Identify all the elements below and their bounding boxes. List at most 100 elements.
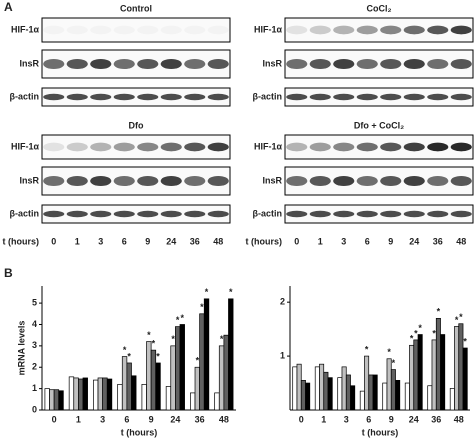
band xyxy=(66,142,88,152)
time-label: t (hours) xyxy=(3,236,40,246)
row-label: HIF-1α xyxy=(254,141,283,151)
bar xyxy=(454,326,460,411)
time-tick: 6 xyxy=(122,236,127,246)
band xyxy=(380,175,402,187)
band xyxy=(90,58,112,70)
x-tick-label: 24 xyxy=(170,414,180,424)
x-tick-label: 6 xyxy=(124,414,129,424)
bar xyxy=(190,392,196,411)
row-label: HIF-1α xyxy=(254,24,283,34)
band xyxy=(114,26,135,35)
band xyxy=(137,142,159,152)
band xyxy=(356,142,378,152)
band xyxy=(67,26,88,35)
bar xyxy=(218,345,225,411)
bar xyxy=(314,366,320,411)
band xyxy=(113,58,135,70)
bar xyxy=(131,375,137,411)
bar xyxy=(296,363,302,411)
significance: * xyxy=(196,356,200,366)
bar xyxy=(141,383,147,411)
band xyxy=(450,25,472,35)
bar xyxy=(337,377,343,411)
bar xyxy=(413,339,419,411)
time-tick: 9 xyxy=(145,236,150,246)
band xyxy=(43,58,65,70)
bar xyxy=(327,377,333,411)
blot-title: Dfo + CoCl₂ xyxy=(354,120,404,130)
bar xyxy=(170,345,176,411)
band xyxy=(450,210,472,218)
blot-title: Control xyxy=(120,3,152,13)
bar xyxy=(368,374,374,411)
band xyxy=(208,26,229,35)
band xyxy=(309,93,331,101)
significance: * xyxy=(123,345,127,355)
time-tick: 3 xyxy=(341,236,346,246)
bar xyxy=(431,339,437,411)
bar xyxy=(97,377,103,411)
band xyxy=(380,25,402,35)
x-tick-label: 3 xyxy=(100,414,105,424)
bar xyxy=(106,378,113,411)
bar xyxy=(44,388,50,411)
band xyxy=(380,93,402,101)
bar xyxy=(175,326,181,411)
band xyxy=(403,142,425,152)
band xyxy=(184,93,206,101)
band xyxy=(184,58,206,70)
significance: * xyxy=(410,334,414,344)
bar xyxy=(386,358,392,411)
x-tick-label: 24 xyxy=(409,414,419,424)
band xyxy=(113,210,135,218)
panel-label: A xyxy=(4,0,13,14)
bar xyxy=(117,383,123,411)
row-label: β-actin xyxy=(10,208,40,218)
significance: * xyxy=(171,334,175,344)
band xyxy=(427,25,449,35)
row-label: β-actin xyxy=(253,208,283,218)
bar xyxy=(409,344,415,411)
band xyxy=(207,175,229,187)
x-tick-label: 1 xyxy=(76,414,81,424)
band xyxy=(356,58,378,70)
bar xyxy=(121,356,128,411)
band xyxy=(160,175,182,187)
band xyxy=(309,210,331,218)
bar xyxy=(53,389,60,411)
band xyxy=(286,58,308,70)
row-label: InsR xyxy=(19,175,39,185)
band xyxy=(90,142,112,152)
bar xyxy=(102,377,108,411)
band xyxy=(184,26,205,35)
band xyxy=(66,210,88,218)
band xyxy=(43,175,65,187)
bar xyxy=(228,298,234,411)
y-tick-label: 4 xyxy=(32,319,37,329)
band xyxy=(309,25,331,35)
significance: * xyxy=(220,334,224,344)
bar xyxy=(372,374,378,411)
time-tick: 1 xyxy=(75,236,80,246)
band xyxy=(356,93,378,101)
band xyxy=(160,210,182,218)
bar xyxy=(350,385,356,411)
band xyxy=(333,25,355,35)
significance: * xyxy=(455,315,459,325)
bar xyxy=(458,323,464,411)
bar xyxy=(305,382,311,411)
time-tick: 9 xyxy=(388,236,393,246)
row-label: InsR xyxy=(19,58,39,68)
significance: * xyxy=(147,330,151,340)
band xyxy=(309,142,331,152)
bar xyxy=(199,313,205,411)
time-tick: 36 xyxy=(190,236,200,246)
bar xyxy=(203,298,210,411)
bar xyxy=(462,347,468,411)
bar xyxy=(214,392,220,411)
significance: * xyxy=(176,315,180,325)
bar xyxy=(73,377,79,411)
significance: * xyxy=(152,339,156,349)
row-label: β-actin xyxy=(10,91,40,101)
significance: * xyxy=(229,287,233,297)
